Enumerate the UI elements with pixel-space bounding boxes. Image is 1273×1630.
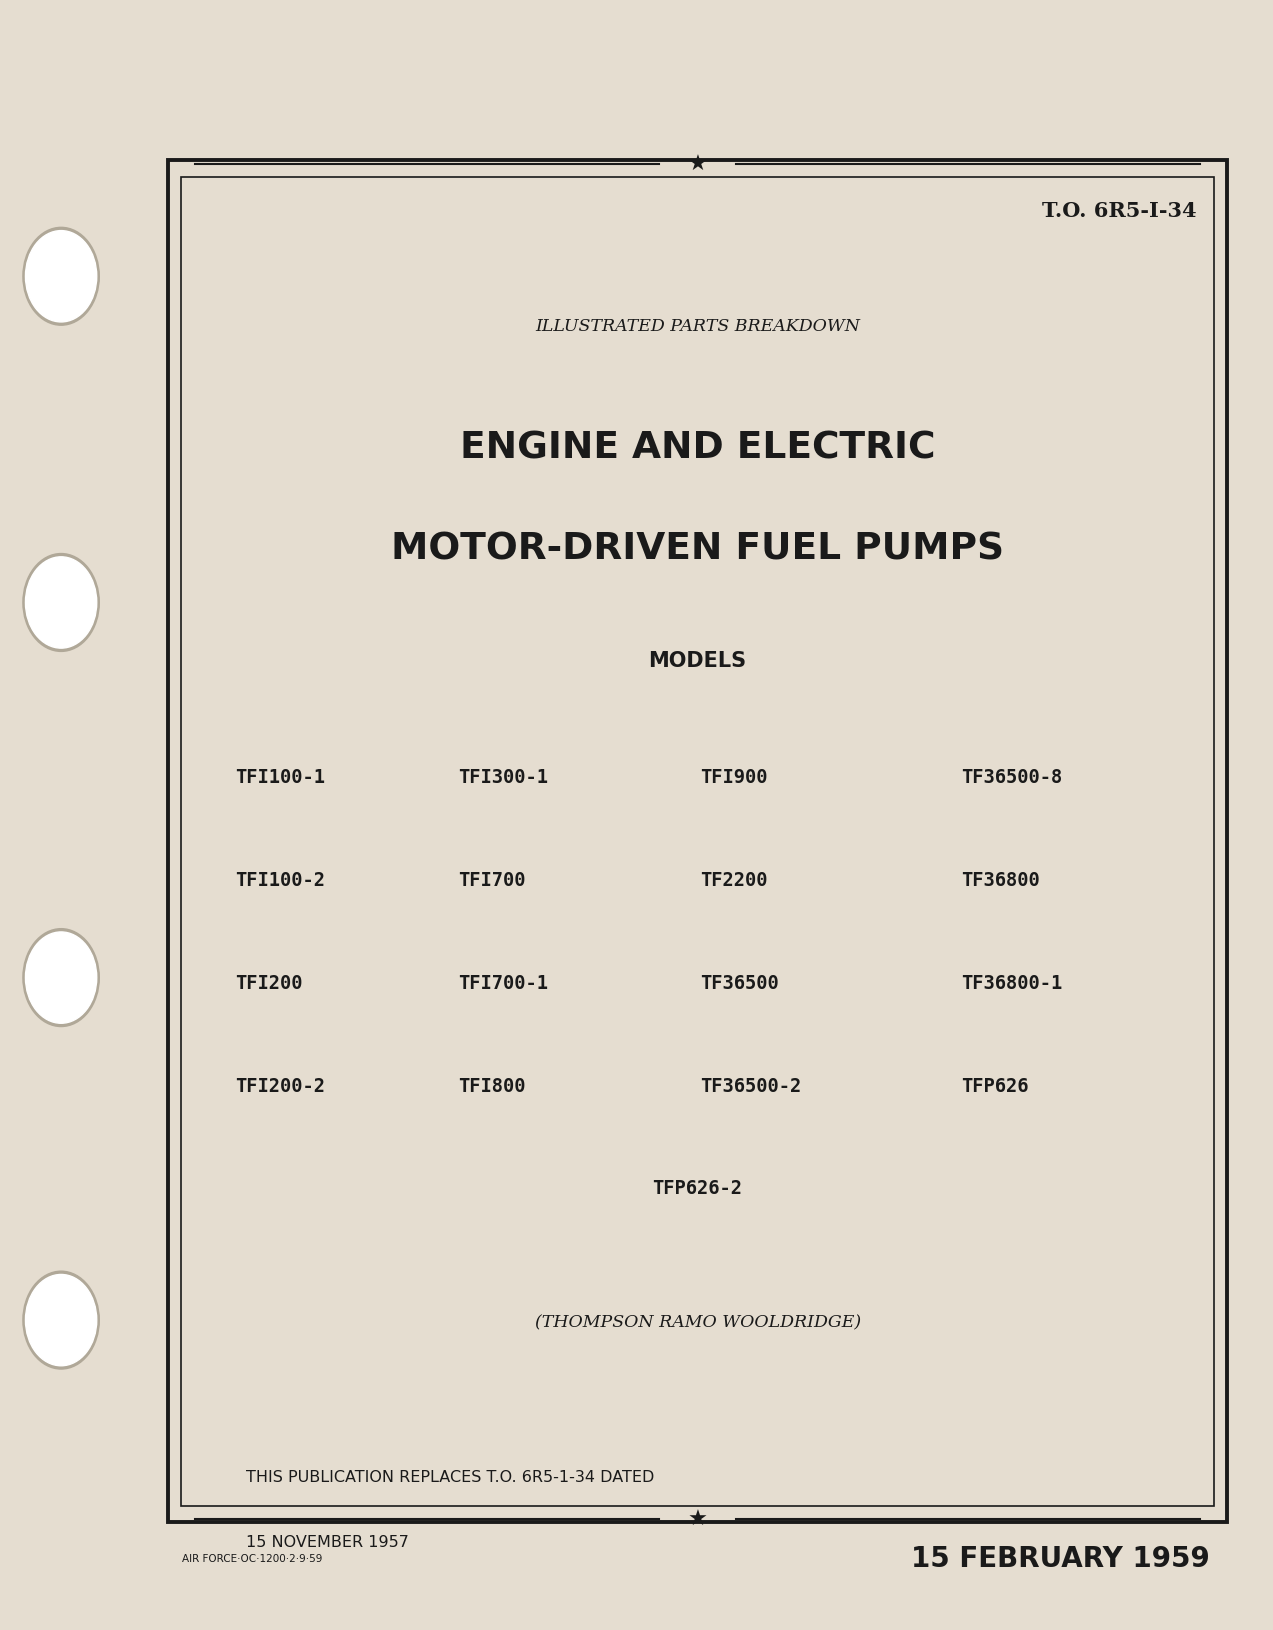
Text: 15 FEBRUARY 1959: 15 FEBRUARY 1959: [910, 1544, 1209, 1573]
Circle shape: [23, 1271, 99, 1369]
Text: TFI900: TFI900: [700, 768, 768, 787]
Text: THIS PUBLICATION REPLACES T.O. 6R5-1-34 DATED: THIS PUBLICATION REPLACES T.O. 6R5-1-34 …: [246, 1469, 654, 1485]
Bar: [181, 178, 1214, 1506]
Text: TFP626: TFP626: [961, 1076, 1029, 1095]
Text: TFP626-2: TFP626-2: [653, 1178, 742, 1198]
Text: AIR FORCE·OC·1200·2·9·59: AIR FORCE·OC·1200·2·9·59: [182, 1553, 322, 1563]
Text: ★: ★: [687, 155, 708, 174]
Text: TF36500: TF36500: [700, 973, 779, 993]
Text: TFI800: TFI800: [458, 1076, 526, 1095]
Circle shape: [25, 1275, 97, 1366]
Text: TFI700: TFI700: [458, 870, 526, 890]
Text: MODELS: MODELS: [648, 650, 747, 670]
Text: (THOMPSON RAMO WOOLDRIDGE): (THOMPSON RAMO WOOLDRIDGE): [535, 1314, 861, 1330]
Circle shape: [25, 932, 97, 1024]
Text: TFI200-2: TFI200-2: [236, 1076, 326, 1095]
Text: MOTOR-DRIVEN FUEL PUMPS: MOTOR-DRIVEN FUEL PUMPS: [391, 531, 1004, 567]
Text: TFI700-1: TFI700-1: [458, 973, 549, 993]
Text: TFI300-1: TFI300-1: [458, 768, 549, 787]
Text: ILLUSTRATED PARTS BREAKDOWN: ILLUSTRATED PARTS BREAKDOWN: [535, 318, 861, 334]
Text: TF36500-2: TF36500-2: [700, 1076, 802, 1095]
Text: TF2200: TF2200: [700, 870, 768, 890]
Circle shape: [25, 231, 97, 323]
Circle shape: [23, 228, 99, 326]
Text: ★: ★: [687, 1509, 708, 1529]
Text: T.O. 6R5-I-34: T.O. 6R5-I-34: [1043, 200, 1197, 220]
Text: ENGINE AND ELECTRIC: ENGINE AND ELECTRIC: [460, 430, 936, 466]
Text: TFI100-1: TFI100-1: [236, 768, 326, 787]
Circle shape: [23, 554, 99, 652]
Text: TF36800: TF36800: [961, 870, 1040, 890]
Text: TF36500-8: TF36500-8: [961, 768, 1063, 787]
Bar: [168, 161, 1227, 1522]
Text: TFI100-2: TFI100-2: [236, 870, 326, 890]
Circle shape: [23, 929, 99, 1027]
Text: TF36800-1: TF36800-1: [961, 973, 1063, 993]
Text: TFI200: TFI200: [236, 973, 303, 993]
Circle shape: [25, 557, 97, 649]
Text: 15 NOVEMBER 1957: 15 NOVEMBER 1957: [246, 1534, 409, 1550]
